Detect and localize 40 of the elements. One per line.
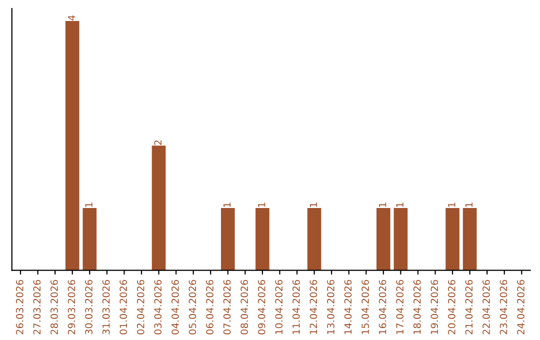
x-tick-label: 18.04.2026 [413, 280, 421, 334]
x-tick-label: 11.04.2026 [292, 280, 300, 334]
x-tick-label: 15.04.2026 [362, 280, 369, 334]
x-tick-label: 03.04.2026 [154, 280, 162, 334]
x-tick-label: 07.04.2026 [223, 280, 231, 334]
x-tick-label: 23.04.2026 [500, 280, 508, 334]
data-label: 1 [85, 202, 92, 207]
x-tick-label: 17.04.2026 [396, 280, 404, 334]
x-tick-label: 24.04.2026 [517, 280, 524, 334]
data-label: 1 [258, 202, 266, 207]
data-label: 2 [154, 140, 162, 145]
x-tick-label: 01.04.2026 [120, 280, 128, 334]
data-label: 1 [465, 202, 472, 207]
x-tick-label: 27.03.2026 [33, 280, 41, 334]
x-tick-label: 19.04.2026 [430, 280, 438, 334]
x-tick-label: 04.04.2026 [172, 280, 179, 334]
x-tick-label: 16.04.2026 [378, 280, 386, 334]
data-label: 1 [448, 202, 456, 207]
data-label: 1 [378, 202, 386, 207]
data-label: 1 [396, 202, 404, 207]
data-label: 1 [310, 202, 317, 207]
x-tick-label: 28.03.2026 [50, 280, 58, 334]
x-tick-label: 12.04.2026 [310, 280, 318, 334]
x-tick-label: 02.04.2026 [136, 280, 144, 334]
x-tick-label: 10.04.2026 [275, 280, 283, 334]
x-tick-label: 21.04.2026 [465, 280, 473, 334]
x-tick-label: 31.03.2026 [102, 280, 110, 334]
x-tick-label: 20.04.2026 [448, 280, 456, 334]
x-tick-label: 14.04.2026 [344, 280, 352, 334]
x-tick-label: 29.03.2026 [68, 280, 76, 334]
x-tick-label: 09.04.2026 [258, 280, 266, 334]
data-label: 1 [223, 202, 231, 207]
x-tick-label: 05.04.2026 [188, 280, 196, 334]
x-tick-label: 06.04.2026 [206, 280, 214, 334]
x-tick-label: 30.03.2026 [85, 280, 92, 334]
x-tick-label: 22.04.2026 [482, 280, 490, 334]
data-label: 4 [68, 15, 76, 20]
x-tick-label: 08.04.2026 [240, 280, 248, 334]
x-tick-label: 26.03.2026 [16, 280, 24, 334]
x-tick-label: 13.04.2026 [327, 280, 334, 334]
